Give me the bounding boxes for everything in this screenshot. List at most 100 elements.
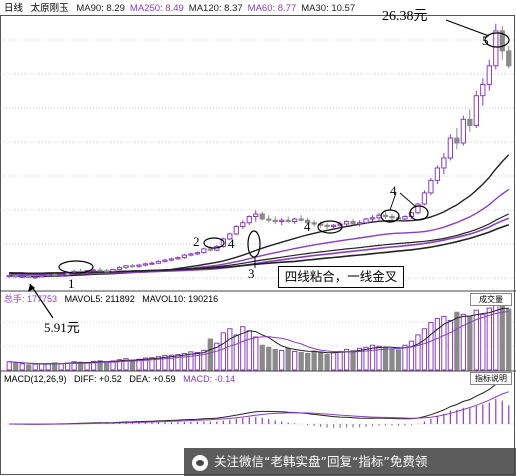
volume-bar — [175, 354, 181, 371]
candle-body — [227, 233, 233, 240]
candle-body — [421, 192, 428, 205]
volume-bar — [32, 363, 38, 371]
volume-bar — [6, 361, 12, 371]
candle-body — [45, 273, 51, 277]
volume-bar — [103, 361, 110, 371]
low-arrowhead — [28, 284, 35, 292]
callout-box: 四线粘合，一线金叉 — [278, 266, 404, 288]
volume-bar — [499, 305, 505, 371]
volume-bar — [201, 349, 207, 371]
volume-bar — [168, 354, 175, 371]
annotation-oval — [409, 205, 429, 221]
price-panel-header: 日线 太原刚玉 MA90: 8.29 MA250: 8.49 MA120: 8.37… — [4, 3, 365, 15]
volume-bar — [227, 328, 233, 371]
volume-bar — [142, 357, 149, 371]
volume-bar — [253, 336, 259, 371]
macd-diff: DIFF: +0.52 — [74, 374, 122, 384]
indicator-help-button[interactable]: 指标说明 — [470, 372, 512, 385]
candle-body — [103, 270, 110, 273]
volume-bar — [110, 360, 116, 371]
annotation-oval — [484, 32, 510, 48]
ma-legend: MA90: 8.29 MA250: 8.49 MA120: 8.37 MA60: 8.… — [76, 3, 360, 14]
volume-bar — [324, 353, 330, 371]
volume-bar — [298, 351, 304, 371]
candle-body — [220, 238, 226, 247]
macd-line — [9, 391, 509, 425]
volume-bar — [155, 356, 162, 371]
ma-line — [9, 217, 510, 276]
volume-bar — [90, 360, 97, 371]
volume-panel-header: 总手: 177753 MAVOL5: 211892 MAVOL10: 19021… — [4, 293, 223, 305]
peak-price-label: 26.38元 — [382, 9, 428, 24]
candle-body — [389, 216, 395, 219]
volume-bar — [408, 340, 415, 371]
mark-1: 1 — [68, 276, 75, 291]
annotation-oval — [58, 260, 94, 274]
volume-bar — [194, 351, 201, 371]
gridlines — [0, 15, 516, 475]
macd-line — [9, 383, 509, 425]
moving-average-lines — [9, 154, 510, 278]
candle-body — [506, 50, 512, 67]
macd-dea: DEA: +0.59 — [129, 374, 176, 384]
candle-body — [168, 258, 175, 261]
volume-bar — [292, 350, 298, 371]
macd-params: MACD(12,26,9) — [4, 374, 67, 384]
total-volume: 总手: 177753 — [4, 294, 58, 304]
macd-value: MACD: -0.14 — [183, 374, 236, 384]
ma-legend-item: MA250: 8.49 — [129, 3, 184, 14]
candle-body — [447, 137, 454, 159]
volume-bar — [214, 342, 220, 371]
volume-bar — [376, 345, 382, 371]
candle-body — [356, 222, 363, 225]
annotation-ovals — [28, 19, 510, 319]
candle-body — [428, 179, 434, 194]
volume-bar — [13, 362, 19, 371]
candle-body — [58, 274, 64, 277]
candle-body — [324, 224, 330, 227]
candle-body — [201, 248, 207, 254]
volume-indicator-button[interactable]: 成交量 — [470, 293, 512, 306]
candle-body — [110, 268, 116, 272]
candle-body — [149, 262, 155, 265]
volume-bar — [330, 352, 337, 371]
volume-bar — [402, 344, 408, 371]
mark-4-a: 4 — [228, 236, 235, 251]
candle-body — [123, 265, 129, 269]
candle-body — [415, 203, 421, 214]
volume-bar — [246, 330, 252, 371]
annotation-oval — [247, 230, 261, 258]
candle-body — [175, 257, 181, 260]
mavol5-value: MAVOL5: 211892 — [64, 294, 135, 304]
candle-body — [246, 216, 252, 224]
candle-body — [473, 95, 479, 127]
volume-bar — [486, 307, 492, 371]
macd-plot — [9, 383, 510, 428]
volume-bar — [19, 363, 25, 371]
callout-line — [399, 192, 417, 208]
candle-body — [434, 167, 441, 181]
volume-bar — [317, 351, 324, 371]
ma-legend-item: MA30: 10.57 — [301, 3, 356, 14]
candle-body — [207, 248, 213, 251]
candle-body — [311, 222, 317, 225]
ma-legend-item: MA120: 8.37 — [188, 3, 243, 14]
volume-bar — [434, 317, 441, 371]
stock-name: 太原刚玉 — [30, 3, 69, 14]
mark-3: 3 — [248, 266, 255, 281]
peak-arrow-line — [445, 19, 490, 37]
annotation-oval — [203, 237, 225, 249]
volume-bar — [129, 359, 136, 371]
volume-bar — [506, 308, 512, 371]
period-label: 日线 — [4, 3, 24, 14]
volume-bar — [454, 311, 460, 371]
volume-bar — [149, 357, 155, 371]
candle-body — [116, 267, 123, 270]
candle-body — [233, 225, 239, 235]
volume-bar — [415, 334, 421, 371]
candle-body — [253, 213, 259, 218]
candle-body — [298, 218, 304, 221]
mark-4-b: 4 — [304, 219, 311, 234]
candle-body — [305, 219, 311, 224]
